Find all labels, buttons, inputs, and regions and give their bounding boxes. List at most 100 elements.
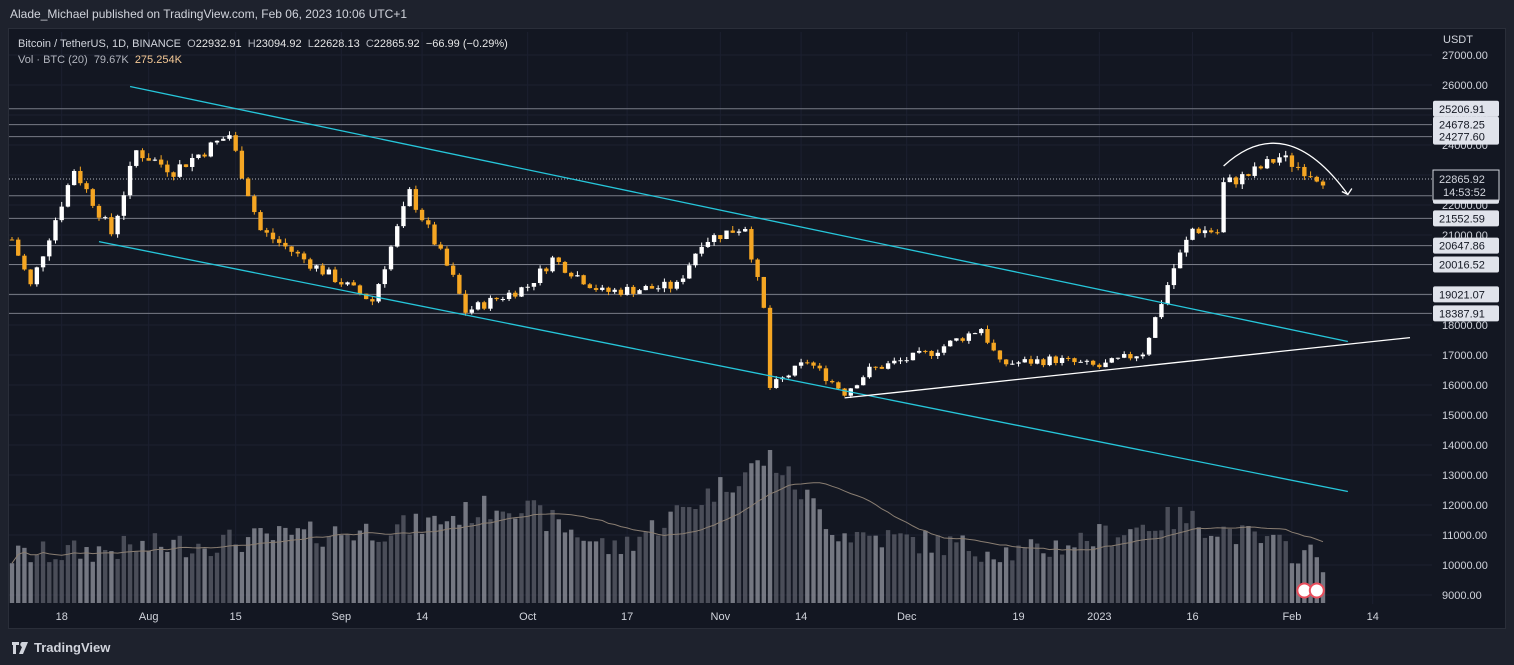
volume-bar bbox=[283, 527, 288, 603]
candle-body bbox=[612, 289, 617, 292]
price-tick-label: 12000.00 bbox=[1442, 500, 1488, 512]
brand-text: TradingView bbox=[34, 640, 111, 655]
candle-body bbox=[997, 350, 1003, 360]
candle-body bbox=[1115, 357, 1121, 359]
candle-body bbox=[96, 205, 102, 218]
volume-bar bbox=[1059, 554, 1065, 603]
candle-body bbox=[798, 362, 804, 366]
volume-bar bbox=[519, 513, 524, 603]
candle-body bbox=[1103, 362, 1108, 368]
candle-body bbox=[861, 377, 866, 386]
volume-bar bbox=[1289, 563, 1295, 603]
level-tag-label: 24678.25 bbox=[1439, 120, 1485, 132]
level-tag-label: 18387.91 bbox=[1439, 308, 1485, 320]
volume-bar bbox=[1208, 535, 1214, 603]
candle-body bbox=[910, 352, 916, 361]
volume-bar bbox=[935, 535, 940, 603]
candle-body bbox=[525, 286, 530, 288]
candle-body bbox=[1041, 359, 1046, 366]
candle-body bbox=[767, 307, 773, 388]
volume-bar bbox=[295, 528, 300, 603]
volume-bar bbox=[190, 553, 195, 603]
time-axis: 18 Aug 15 Sep 14 Oct 17 Nov 14 Dec 19 2023 16 Feb 14 bbox=[56, 611, 1379, 623]
volume-bar bbox=[1134, 527, 1139, 603]
open-value: 22932.91 bbox=[195, 38, 242, 50]
candle-body bbox=[600, 287, 605, 290]
volume-bar bbox=[954, 542, 959, 603]
candle-body bbox=[836, 382, 841, 389]
volume-bar bbox=[761, 465, 766, 603]
time-tick-label: Sep bbox=[332, 611, 352, 623]
volume-bar bbox=[985, 551, 990, 603]
candle-body bbox=[1128, 354, 1133, 359]
candle-body bbox=[202, 154, 207, 157]
candle-body bbox=[488, 297, 493, 309]
volume-bar bbox=[208, 556, 214, 603]
candle-body bbox=[1202, 230, 1208, 234]
candle-body bbox=[357, 285, 363, 294]
candle-body bbox=[668, 281, 673, 289]
time-tick-label: 16 bbox=[1186, 611, 1198, 623]
volume-bar bbox=[9, 563, 15, 603]
volume-bar bbox=[345, 534, 350, 603]
volume-bar bbox=[96, 546, 102, 603]
candle-body bbox=[656, 288, 661, 290]
volume-bar bbox=[929, 552, 934, 603]
volume-bar bbox=[395, 524, 400, 603]
volume-bar bbox=[854, 531, 860, 603]
candle-body bbox=[283, 242, 288, 247]
volume-bar bbox=[134, 551, 139, 603]
volume-bar bbox=[730, 492, 735, 603]
price-tick-label: 9000.00 bbox=[1442, 590, 1482, 602]
volume-bar bbox=[991, 559, 996, 603]
candle-body bbox=[376, 284, 381, 302]
candle-body bbox=[1215, 232, 1220, 234]
level-tag bbox=[1433, 237, 1499, 254]
candle-body bbox=[500, 299, 506, 301]
volume-bar bbox=[1078, 532, 1083, 603]
legend: Bitcoin / TetherUS, 1D, BINANCE O22932.9… bbox=[18, 36, 508, 68]
volume-bar bbox=[227, 529, 232, 603]
candle-body bbox=[339, 282, 344, 285]
candle-body bbox=[444, 248, 450, 266]
volume-bar bbox=[1271, 534, 1276, 603]
candle-body bbox=[867, 366, 872, 378]
candle-body bbox=[227, 135, 232, 139]
candle-body bbox=[1028, 359, 1034, 364]
candle-body bbox=[482, 302, 487, 309]
time-tick-label: Aug bbox=[139, 611, 159, 623]
candle-body bbox=[929, 350, 934, 356]
volume-bar bbox=[1252, 531, 1257, 603]
candle-body bbox=[786, 375, 791, 378]
candle-body bbox=[388, 246, 394, 270]
volume-bar bbox=[637, 536, 642, 603]
level-tag bbox=[1433, 128, 1499, 145]
close-value: 22865.92 bbox=[373, 38, 420, 50]
volume-bar bbox=[314, 543, 319, 603]
volume-bar bbox=[1028, 539, 1034, 603]
volume-bar bbox=[28, 562, 33, 603]
volume-bar bbox=[674, 505, 680, 603]
volume-bar bbox=[544, 531, 549, 603]
volume-bar bbox=[202, 548, 207, 603]
volume-bar bbox=[103, 549, 108, 603]
volume-bar bbox=[1202, 537, 1208, 603]
symbol-title[interactable]: Bitcoin / TetherUS, 1D, BINANCE bbox=[18, 38, 182, 50]
volume-bar bbox=[370, 540, 375, 603]
candle-body bbox=[1308, 176, 1313, 178]
volume-bar bbox=[1115, 537, 1121, 603]
tradingview-logo-icon bbox=[12, 641, 28, 654]
volume-bar bbox=[239, 551, 245, 603]
candle-body bbox=[239, 150, 245, 179]
candle-body bbox=[1140, 354, 1146, 357]
candle-body bbox=[450, 265, 456, 275]
volume-bar bbox=[581, 540, 586, 603]
volume-bar bbox=[152, 533, 158, 603]
time-tick-label: 19 bbox=[1012, 611, 1024, 623]
volume-bar bbox=[693, 508, 698, 603]
volume-label[interactable]: Vol · BTC (20) bbox=[18, 54, 88, 66]
tradingview-brand[interactable]: TradingView bbox=[12, 640, 110, 655]
footer-bar bbox=[0, 629, 1514, 665]
high-value: 23094.92 bbox=[255, 38, 302, 50]
